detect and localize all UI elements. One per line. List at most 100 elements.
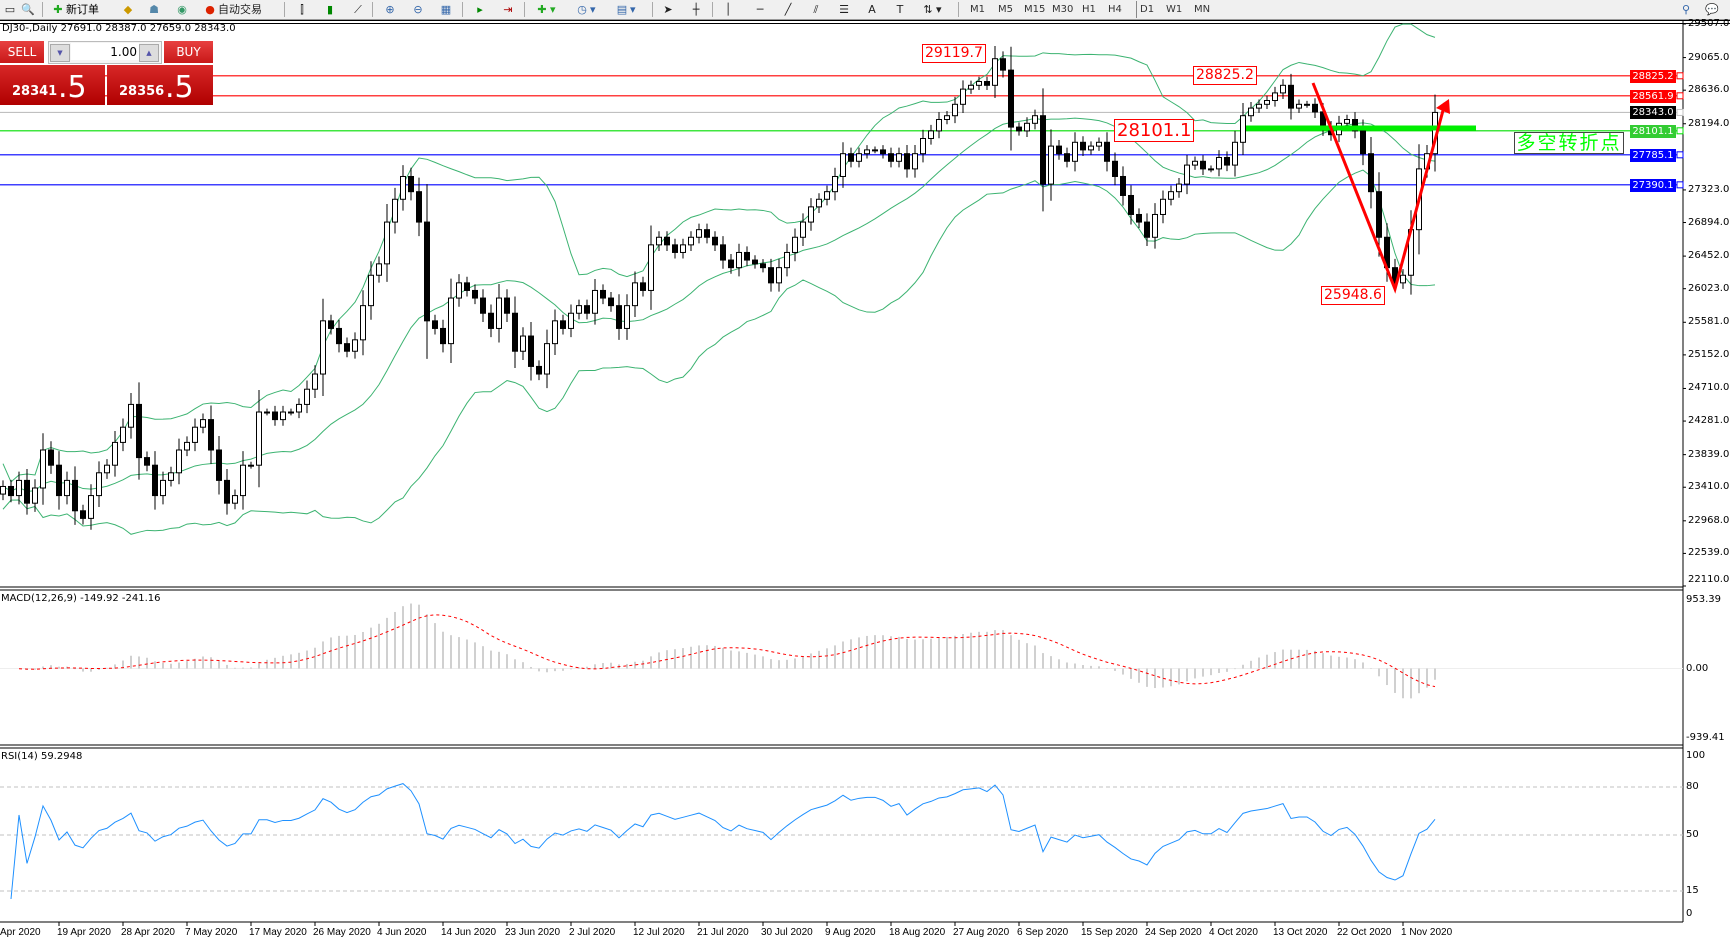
tile-icon[interactable]: ▦ (440, 3, 452, 16)
search-icon[interactable]: ⚲ (1681, 3, 1691, 16)
candle-body (208, 419, 214, 451)
lot-increase-button[interactable]: ▲ (139, 44, 159, 62)
candle-body (752, 259, 758, 265)
candle-body (1024, 122, 1030, 132)
zoom-search-icon[interactable]: 🔍 (21, 3, 35, 16)
price-tick-label: 28636.0 (1688, 84, 1730, 96)
candle-body (480, 297, 486, 314)
candle-body (816, 198, 822, 208)
templates-icon[interactable]: ▤ ▾ (616, 3, 636, 16)
timeframe-mn[interactable]: MN (1194, 4, 1211, 15)
candle-body (1176, 183, 1182, 193)
candle-body (56, 464, 62, 497)
candle-body (1008, 69, 1014, 128)
sell-button[interactable]: SELL (0, 41, 44, 63)
candle-body (968, 84, 974, 90)
chat-icon[interactable]: 💬 (1705, 3, 1719, 16)
candle-body (448, 297, 454, 345)
autoscroll-icon[interactable]: ▸ (477, 3, 483, 16)
chart-shift-icon[interactable]: ⇥ (503, 3, 513, 16)
macd-tick-label: 0.00 (1686, 662, 1709, 674)
candle-body (504, 297, 510, 314)
candle-body (40, 449, 46, 489)
candle-body (592, 289, 598, 314)
candle-body (696, 229, 702, 238)
trendline-icon[interactable]: ╱ (784, 3, 792, 16)
price-line-handle (1676, 92, 1684, 100)
buy-price-button[interactable]: 28356 .5 (107, 65, 213, 105)
candle-body (1160, 198, 1166, 215)
candle-body (136, 403, 142, 459)
candle-body (824, 191, 830, 200)
price-tick-label: 29507.0 (1688, 18, 1730, 29)
candle-body (1208, 168, 1214, 171)
text-label-icon[interactable]: T (896, 3, 904, 16)
timeframe-m1[interactable]: M1 (970, 4, 985, 15)
candle-chart-icon[interactable]: ▮ (326, 3, 334, 16)
window-icon[interactable]: ▭ (4, 3, 16, 16)
candle-body (544, 343, 550, 375)
vertical-line-icon[interactable]: │ (724, 3, 732, 16)
candle-body (1000, 58, 1006, 71)
periods-icon[interactable]: ◷ ▾ (577, 3, 596, 16)
new-order-icon: ✚ (53, 3, 63, 16)
equidistant-channel-icon[interactable]: ⫽ (813, 3, 819, 16)
candle-body (1368, 153, 1374, 193)
annotation-resistance[interactable]: 28825.2 (1193, 66, 1257, 85)
candle-body (464, 282, 470, 291)
price-tick-label: 22110.0 (1688, 574, 1730, 585)
candle-body (360, 305, 366, 341)
candle-body (552, 320, 558, 345)
line-chart-icon[interactable]: ⟋ (354, 3, 362, 16)
annotation-high[interactable]: 29119.7 (922, 44, 986, 63)
lot-decrease-button[interactable]: ▼ (50, 44, 70, 62)
candle-body (0, 485, 6, 495)
auto-trading-button[interactable]: ● 自动交易 (202, 1, 262, 18)
horizontal-line-icon[interactable]: ─ (756, 3, 764, 16)
date-tick-label: 1 Nov 2020 (1401, 927, 1453, 938)
fibonacci-icon[interactable]: ☰ (839, 3, 849, 16)
candle-body (248, 464, 254, 467)
indicators-icon[interactable]: ✚ ▾ (537, 3, 556, 16)
trader-icon[interactable]: ☗ (149, 3, 159, 16)
lot-input[interactable] (71, 43, 139, 60)
timeframe-d1[interactable]: D1 (1136, 1, 1154, 18)
candle-body (200, 419, 206, 428)
candle-body (176, 449, 182, 474)
candle-body (1016, 126, 1022, 132)
timeframe-w1[interactable]: W1 (1166, 4, 1183, 15)
cursor-icon[interactable]: ➤ (663, 3, 673, 16)
crosshair-icon[interactable]: ┼ (692, 3, 700, 16)
gold-icon[interactable]: ◆ (123, 3, 133, 16)
annotation-pivot[interactable]: 28101.1 (1114, 119, 1195, 142)
zoom-in-icon[interactable]: ⊕ (385, 3, 395, 16)
candle-body (1288, 84, 1294, 109)
sell-price-button[interactable]: 28341 .5 (0, 65, 105, 105)
price-tick-label: 24710.0 (1688, 382, 1730, 394)
turning-point-label[interactable]: 多空转折点 (1514, 132, 1624, 154)
arrows-icon[interactable]: ⇅ ▾ (923, 3, 942, 16)
candle-body (688, 236, 694, 246)
candle-body (888, 153, 894, 162)
annotation-low[interactable]: 25948.6 (1321, 286, 1385, 305)
timeframe-m5[interactable]: M5 (998, 4, 1013, 15)
bar-chart-icon[interactable]: ⫿ (300, 3, 304, 16)
price-line-handle (1676, 181, 1684, 189)
text-icon[interactable]: A (868, 3, 876, 16)
timeframe-h1[interactable]: H1 (1082, 4, 1096, 15)
candle-body (904, 153, 910, 170)
candle-body (744, 251, 750, 261)
price-line-label: 28561.9 (1630, 89, 1676, 103)
date-tick-label: 24 Sep 2020 (1145, 927, 1202, 938)
zoom-out-icon[interactable]: ⊖ (413, 3, 423, 16)
buy-button[interactable]: BUY (164, 41, 213, 63)
candle-body (1272, 92, 1278, 102)
timeframe-h4[interactable]: H4 (1108, 4, 1122, 15)
price-tick-label: 25581.0 (1688, 316, 1730, 328)
timeframe-m30[interactable]: M30 (1052, 4, 1074, 15)
candle-body (1248, 107, 1254, 117)
signal-icon[interactable]: ◉ (177, 3, 187, 16)
timeframe-m15[interactable]: M15 (1024, 4, 1046, 15)
new-order-button[interactable]: ✚ 新订单 (50, 1, 99, 18)
